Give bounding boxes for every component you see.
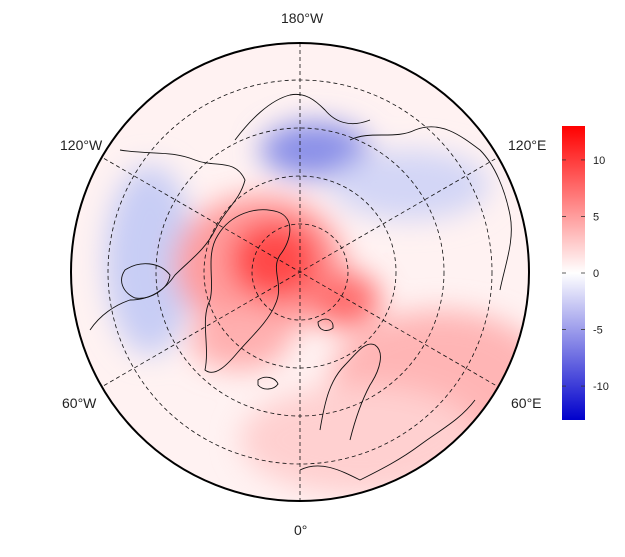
meridian-60w-120e (97, 154, 503, 390)
label-180w: 180°W (281, 10, 324, 26)
anomaly-beaufort-cool (260, 122, 370, 178)
label-60e: 60°E (511, 395, 542, 411)
siberia-coast (349, 126, 512, 291)
europe-coast (299, 399, 476, 481)
coastlines (89, 93, 512, 481)
iceland (257, 376, 279, 390)
colorbar-tick-label: -10 (593, 381, 609, 393)
svalbard (317, 318, 334, 331)
canada-coast (89, 149, 246, 331)
anomaly-barents-warm (310, 272, 380, 328)
anomaly-europe-warm (240, 385, 480, 495)
colorbar-tick-label: 0 (593, 268, 599, 280)
anomaly-east-siberia-cool (330, 150, 490, 220)
scandinavia-coast (319, 343, 381, 441)
map-border (70, 42, 530, 502)
colorbar: 10 5 0 -5 -10 (562, 126, 609, 420)
latitude-circle (251, 223, 349, 321)
greenland-coast (204, 209, 291, 373)
colorbar-tick-label: 5 (593, 211, 599, 223)
label-120w: 120°W (60, 137, 103, 153)
anomaly-greenland-warm-core (230, 220, 320, 300)
anomaly-field (105, 122, 529, 495)
label-60w: 60°W (62, 395, 97, 411)
colorbar-gradient (562, 126, 585, 420)
colorbar-tick-label: 10 (593, 155, 605, 167)
graticule (97, 43, 503, 501)
colorbar-tick-label: -5 (593, 325, 603, 337)
label-120e: 120°E (508, 137, 547, 153)
anomaly-south-greenland-warm (190, 310, 290, 370)
alaska-coast (234, 93, 371, 141)
label-0: 0° (294, 522, 308, 538)
hudson-bay (121, 263, 171, 299)
colorbar-ticks: 10 5 0 -5 -10 (562, 155, 609, 393)
anomaly-canada-cool (105, 165, 195, 355)
